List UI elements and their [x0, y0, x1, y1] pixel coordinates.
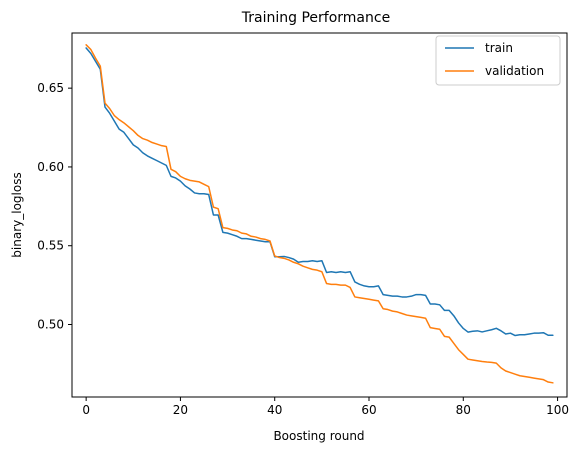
chart-title: Training Performance — [241, 10, 390, 26]
y-tick-label: 0.50 — [37, 318, 64, 332]
plot-area — [71, 32, 568, 398]
y-axis-label: binary_logloss — [10, 172, 24, 257]
y-axis: 0.50 0.55 0.60 0.65 — [37, 81, 72, 332]
x-tick-label: 40 — [267, 403, 282, 417]
x-tick-label: 60 — [361, 403, 376, 417]
x-tick-label: 0 — [82, 403, 90, 417]
series-lines — [85, 44, 554, 384]
y-tick-label: 0.65 — [37, 81, 64, 95]
x-tick-label: 80 — [456, 403, 471, 417]
x-tick-label: 100 — [546, 403, 569, 417]
plot-frame — [71, 32, 568, 398]
x-tick-label: 20 — [173, 403, 188, 417]
legend-label-validation: validation — [485, 64, 544, 78]
y-tick-label: 0.60 — [37, 160, 64, 174]
legend-label-train: train — [485, 41, 513, 55]
y-tick-label: 0.55 — [37, 239, 64, 253]
x-axis-label: Boosting round — [273, 429, 364, 443]
series-line-validation — [85, 44, 554, 384]
series-line-train — [85, 47, 554, 337]
legend: train validation — [435, 35, 561, 86]
x-axis: 0 20 40 60 80 100 — [82, 397, 569, 417]
